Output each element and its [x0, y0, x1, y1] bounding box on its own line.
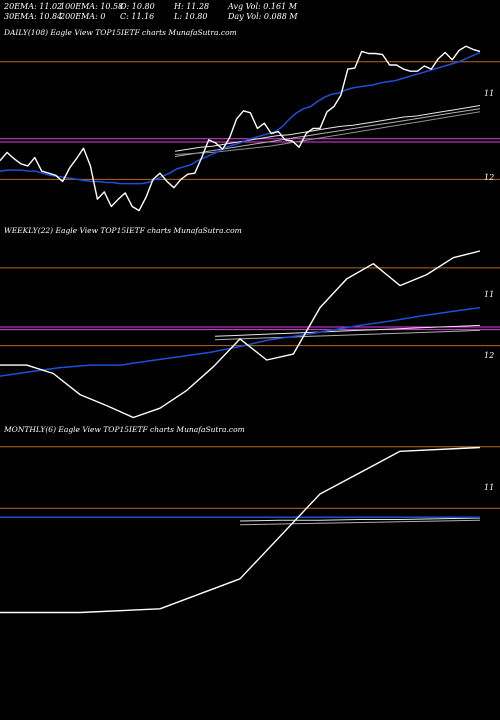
- series-line-0-ema-fast: [0, 51, 481, 185]
- y-tick-label-0-1: 12: [484, 173, 494, 182]
- low-value: L: 10.80: [174, 12, 208, 21]
- avgvol-value: Avg Vol: 0.161 M: [228, 2, 297, 11]
- series-line-0-ema-slow-3: [174, 111, 481, 155]
- y-tick-label-1-1: 12: [484, 351, 494, 360]
- series-line-1-ema-fast: [0, 306, 481, 377]
- ema100-value: 100EMA: 10.58: [60, 2, 124, 11]
- series-line-2-ema-slow-2: [239, 519, 481, 526]
- series-line-0-price: [0, 45, 481, 212]
- weekly-chart-title: WEEKLY(22) Eagle View TOP15IETF charts M…: [4, 226, 242, 235]
- series-line-1-ema-slow-2: [214, 329, 481, 341]
- close-value: C: 11.16: [120, 12, 155, 21]
- series-line-1-ema-slow-1: [214, 324, 481, 337]
- series-line-1-price: [0, 250, 481, 419]
- ema30-value: 30EMA: 10.84: [4, 12, 63, 21]
- monthly-chart-title: MONTHLY(6) Eagle View TOP15IETF charts M…: [4, 425, 245, 434]
- chart-panel-1: 11 12: [0, 250, 500, 419]
- open-value: O: 10.80: [120, 2, 155, 11]
- chart-panel-2: 11: [0, 446, 500, 614]
- series-line-0-ema-slow-2: [174, 108, 481, 157]
- series-line-2-ema-slow-1: [239, 517, 481, 522]
- dayvol-value: Day Vol: 0.088 M: [228, 12, 298, 21]
- ema20-value: 20EMA: 11.02: [4, 2, 63, 11]
- y-tick-label-2-0: 11: [484, 483, 494, 492]
- y-tick-label-1-0: 11: [484, 290, 494, 299]
- series-line-2-price: [0, 446, 481, 614]
- chart-panel-0: 11 12: [0, 45, 500, 212]
- daily-chart-title: DAILY(108) Eagle View TOP15IETF charts M…: [4, 28, 237, 37]
- y-tick-label-0-0: 11: [484, 89, 494, 98]
- ema200-value: 200EMA: 0: [60, 12, 106, 21]
- high-value: H: 11.28: [174, 2, 210, 11]
